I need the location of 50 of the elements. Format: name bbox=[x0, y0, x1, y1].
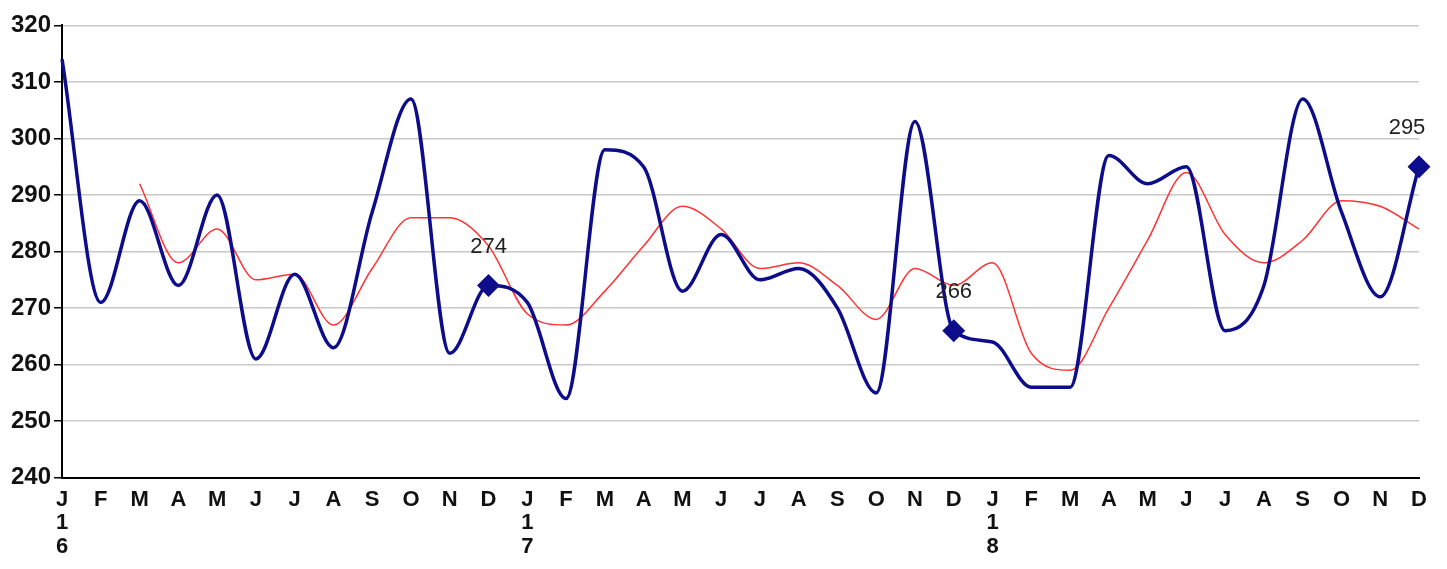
y-tick-label: 240 bbox=[11, 462, 52, 490]
x-tick-label: J bbox=[1219, 486, 1232, 512]
x-tick-label: F bbox=[1024, 486, 1039, 512]
data-label: 295 bbox=[1388, 113, 1426, 139]
x-tick-label: J17 bbox=[521, 486, 534, 558]
x-tick-label: N bbox=[1372, 486, 1389, 512]
x-tick-label: J16 bbox=[55, 486, 69, 558]
line-series bbox=[138, 171, 1420, 372]
x-tick-label: A bbox=[635, 486, 652, 512]
x-tick-label: J bbox=[715, 486, 728, 512]
y-tick-label: 280 bbox=[11, 236, 52, 264]
x-tick-label: J18 bbox=[986, 486, 999, 558]
x-tick-label: J bbox=[753, 486, 767, 512]
x-tick-label: S bbox=[1295, 486, 1311, 512]
x-tick-label: O bbox=[1332, 486, 1351, 512]
x-tick-label: D bbox=[480, 486, 497, 512]
x-tick-label: J bbox=[1180, 486, 1193, 512]
y-tick-label: 260 bbox=[11, 349, 52, 377]
x-tick-label: D bbox=[1411, 486, 1427, 512]
x-tick-label: D bbox=[945, 486, 962, 512]
x-tick-label: A bbox=[1100, 486, 1117, 512]
x-tick-label: M bbox=[1138, 486, 1157, 512]
x-tick-label: S bbox=[830, 486, 845, 512]
x-tick-label: A bbox=[1255, 486, 1272, 512]
x-tick-label: J bbox=[249, 486, 263, 512]
y-tick-label: 300 bbox=[11, 123, 52, 151]
x-tick-label: O bbox=[867, 486, 885, 512]
x-tick-label: M bbox=[673, 486, 692, 512]
x-tick-label: O bbox=[402, 486, 420, 512]
point bbox=[1408, 155, 1430, 178]
x-tick-label: A bbox=[170, 486, 187, 512]
x-tick-label: N bbox=[441, 486, 458, 512]
point bbox=[477, 274, 500, 297]
x-tick-label: A bbox=[325, 486, 342, 512]
x-tick-label: F bbox=[94, 486, 108, 512]
x-tick-label: J bbox=[288, 486, 301, 512]
x-tick-label: M bbox=[207, 486, 227, 512]
x-tick-label: M bbox=[595, 486, 614, 512]
y-tick-label: 290 bbox=[11, 179, 52, 207]
x-tick-label: F bbox=[559, 486, 573, 512]
x-tick-label: M bbox=[1060, 486, 1080, 512]
y-tick-label: 270 bbox=[11, 292, 52, 320]
x-tick-label: N bbox=[907, 486, 923, 512]
x-tick-label: M bbox=[130, 486, 149, 512]
y-tick-label: 250 bbox=[11, 405, 52, 433]
x-tick-label: A bbox=[790, 486, 807, 512]
point bbox=[943, 319, 965, 342]
x-tick-label: S bbox=[364, 486, 380, 512]
y-tick-label: 310 bbox=[11, 66, 52, 94]
y-tick-label: 320 bbox=[11, 10, 52, 38]
